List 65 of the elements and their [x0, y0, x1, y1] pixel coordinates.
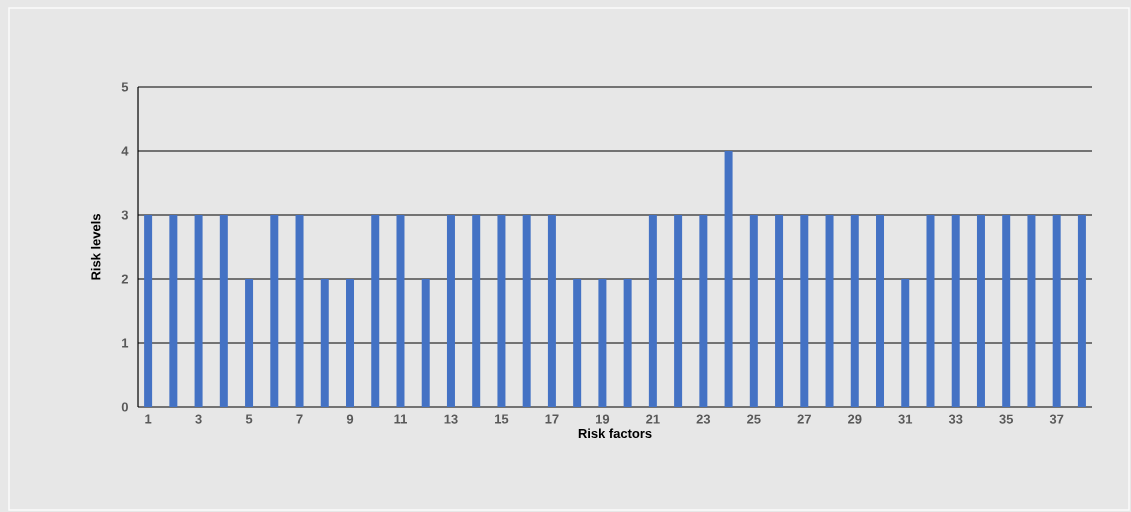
x-tick-label: 27 — [797, 414, 811, 424]
bar — [446, 214, 455, 407]
bar — [724, 150, 733, 407]
x-tick-label: 5 — [245, 414, 253, 424]
bar — [346, 278, 355, 407]
bar — [800, 214, 809, 407]
bar — [371, 214, 380, 407]
x-tick-label: 3 — [195, 414, 202, 424]
bar — [775, 214, 784, 407]
x-tick-label: 23 — [696, 414, 711, 424]
bar — [926, 214, 935, 407]
bar — [169, 214, 178, 407]
y-tick-label: 2 — [121, 274, 128, 284]
bar — [1052, 214, 1061, 407]
x-tick-label: 33 — [948, 414, 963, 424]
bar — [245, 278, 254, 407]
bar — [901, 278, 910, 407]
bar — [573, 278, 582, 407]
bar — [522, 214, 531, 407]
x-tick-label: 17 — [545, 414, 559, 424]
y-axis-title: Risk levels — [90, 214, 101, 280]
x-tick-label: 29 — [848, 414, 862, 424]
bar — [497, 214, 506, 407]
bar — [219, 214, 228, 407]
x-tick-label: 1 — [145, 414, 152, 424]
bar — [1027, 214, 1036, 407]
bar — [270, 214, 279, 407]
bar — [951, 214, 960, 407]
bar — [1077, 214, 1086, 407]
bar — [976, 214, 985, 407]
y-tick-label: 1 — [122, 338, 129, 348]
x-tick-label: 21 — [646, 414, 660, 424]
bar — [850, 214, 859, 407]
y-tick-label: 5 — [121, 82, 129, 92]
bar — [421, 278, 430, 407]
x-tick-label: 15 — [495, 414, 509, 424]
x-tick-label: 37 — [1049, 414, 1064, 424]
y-tick-label: 3 — [121, 210, 129, 220]
bar — [472, 214, 481, 407]
x-tick-label: 7 — [296, 414, 303, 424]
bar — [194, 214, 203, 407]
x-tick-label: 13 — [444, 414, 458, 424]
x-tick-label: 31 — [898, 414, 913, 424]
x-tick-label: 25 — [747, 414, 761, 424]
bar — [295, 214, 304, 407]
bar — [876, 214, 885, 407]
bar — [320, 278, 329, 407]
bar — [825, 214, 834, 407]
x-axis-title: Risk factors — [578, 428, 652, 439]
bar — [1002, 214, 1011, 407]
bar — [144, 214, 153, 407]
bar — [623, 278, 632, 407]
bar — [648, 214, 657, 407]
y-tick-label: 4 — [121, 146, 129, 156]
x-tick-label: 11 — [394, 414, 407, 424]
y-tick-label: 0 — [121, 402, 128, 412]
bar — [547, 214, 556, 407]
bar — [674, 214, 683, 407]
bar — [749, 214, 758, 407]
x-tick-label: 9 — [346, 414, 354, 424]
bar — [598, 278, 607, 407]
bar — [699, 214, 708, 407]
x-tick-label: 35 — [999, 414, 1014, 424]
bar — [396, 214, 405, 407]
x-tick-label: 19 — [596, 414, 610, 424]
